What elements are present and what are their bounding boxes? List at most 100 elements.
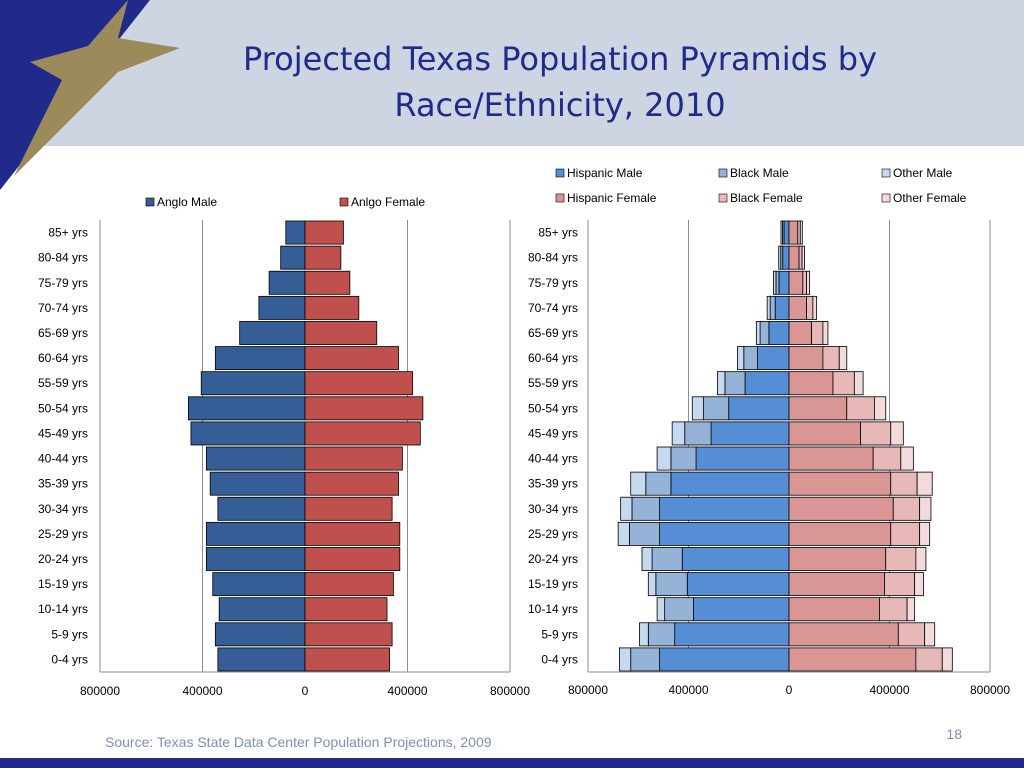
bar-other-female: [915, 547, 927, 571]
bar-hispanic-female: [788, 295, 807, 320]
x-tick-label: 800000: [568, 683, 608, 697]
category-label: 80-84 yrs: [38, 251, 88, 265]
bar-black-male: [759, 321, 770, 345]
corner-star-decoration: [0, 0, 180, 190]
slide-title: Projected Texas Population Pyramids by R…: [160, 36, 960, 128]
bar-other-male: [656, 446, 672, 471]
bar-black-female: [806, 295, 814, 320]
bar-other-female: [812, 295, 818, 320]
bar-black-female: [846, 396, 875, 421]
bar-other-female: [822, 321, 829, 345]
category-label: 45-49 yrs: [528, 426, 578, 440]
bar-other-male: [656, 597, 666, 622]
bar-other-female: [799, 220, 803, 245]
category-label: 65-69 yrs: [38, 326, 88, 340]
bar-other-male: [641, 547, 653, 571]
bar-anlgo-female: [304, 270, 351, 295]
bar-other-male: [619, 647, 632, 672]
chart-2: 0-4 yrs 5-9 yrs 10-14 yrs 15-19 yrs 20-24 yr…: [528, 166, 1010, 697]
bar-hispanic-male: [782, 245, 790, 270]
bar-hispanic-male: [659, 496, 790, 521]
bar-black-female: [890, 471, 918, 496]
x-tick-label: 400000: [869, 683, 909, 697]
bar-hispanic-female: [788, 471, 892, 496]
bar-other-male: [647, 572, 657, 597]
bar-other-male: [639, 622, 649, 647]
category-label: 60-64 yrs: [528, 351, 578, 365]
bar-anglo-male: [258, 295, 306, 320]
bar-black-male: [645, 471, 672, 496]
bar-anlgo-female: [304, 647, 390, 672]
bar-other-male: [778, 245, 782, 270]
bar-other-female: [906, 597, 916, 622]
bar-other-male: [780, 220, 783, 245]
category-label: 0-4 yrs: [51, 652, 88, 666]
bar-black-male: [703, 396, 730, 421]
category-label: 40-44 yrs: [38, 452, 88, 466]
category-label: 70-74 yrs: [528, 301, 578, 315]
bar-anglo-male: [188, 396, 306, 421]
legend-swatch: [718, 168, 728, 178]
bar-hispanic-male: [728, 396, 790, 421]
bar-other-male: [630, 471, 647, 496]
bar-other-female: [914, 572, 924, 597]
category-label: 80-84 yrs: [528, 251, 578, 265]
bar-anglo-male: [285, 220, 306, 245]
bar-hispanic-female: [788, 597, 880, 622]
bar-hispanic-male: [693, 597, 790, 622]
x-tick-label: 400000: [668, 683, 708, 697]
bar-other-female: [900, 446, 914, 471]
bar-anlgo-female: [304, 321, 378, 345]
bar-anlgo-female: [304, 421, 421, 446]
category-label: 75-79 yrs: [38, 276, 88, 290]
x-tick-label: 800000: [490, 684, 530, 698]
bar-anglo-male: [217, 496, 306, 521]
bar-black-male: [664, 597, 694, 622]
bar-black-male: [670, 446, 697, 471]
category-label: 50-54 yrs: [38, 401, 88, 415]
bar-other-female: [874, 396, 887, 421]
category-label: 40-44 yrs: [528, 452, 578, 466]
bar-black-male: [775, 270, 780, 295]
category-label: 85+ yrs: [538, 226, 578, 240]
bar-black-female: [822, 346, 840, 371]
bar-black-male: [655, 572, 688, 597]
category-label: 25-29 yrs: [38, 527, 88, 541]
bar-other-female: [919, 496, 932, 521]
x-tick-label: 400000: [387, 684, 427, 698]
bar-anlgo-female: [304, 446, 403, 471]
bar-black-male: [684, 421, 712, 446]
bar-anglo-male: [205, 521, 306, 546]
bar-anlgo-female: [304, 295, 360, 320]
bar-anglo-male: [209, 471, 306, 496]
bar-anglo-male: [239, 321, 306, 345]
bar-black-female: [811, 321, 824, 345]
bar-anglo-male: [190, 421, 306, 446]
category-label: 45-49 yrs: [38, 426, 88, 440]
x-tick-label: 0: [786, 683, 793, 697]
bar-anlgo-female: [304, 622, 393, 647]
category-label: 15-19 yrs: [528, 577, 578, 591]
bar-hispanic-male: [674, 622, 790, 647]
bar-hispanic-male: [783, 220, 790, 245]
bar-anlgo-female: [304, 572, 394, 597]
x-tick-label: 0: [302, 684, 309, 698]
bar-hispanic-male: [744, 371, 790, 396]
bar-black-female: [798, 245, 803, 270]
bar-other-male: [620, 496, 633, 521]
bar-anlgo-female: [304, 471, 399, 496]
bar-hispanic-male: [768, 321, 790, 345]
legend-swatch: [339, 197, 349, 207]
bar-black-male: [629, 521, 661, 546]
bar-anlgo-female: [304, 547, 401, 571]
bar-anglo-male: [200, 371, 306, 396]
category-label: 0-4 yrs: [541, 652, 578, 666]
legend-label: Anglo Male: [157, 195, 217, 209]
bar-anglo-male: [217, 647, 306, 672]
bar-black-male: [724, 371, 746, 396]
bar-hispanic-female: [788, 371, 834, 396]
bar-black-female: [897, 622, 926, 647]
bar-anlgo-female: [304, 521, 401, 546]
bar-hispanic-male: [670, 471, 790, 496]
